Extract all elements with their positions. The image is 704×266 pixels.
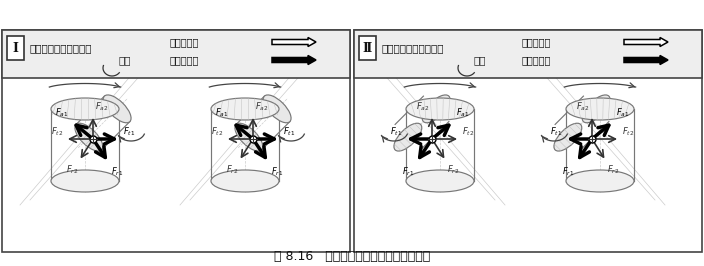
Text: 大齿轮被动: 大齿轮被动	[170, 55, 199, 65]
Text: $F_{r1}$: $F_{r1}$	[562, 165, 574, 177]
Text: $F_{t1}$: $F_{t1}$	[283, 126, 295, 138]
Ellipse shape	[235, 123, 263, 151]
Text: 小齿轮驱动: 小齿轮驱动	[522, 37, 551, 47]
Ellipse shape	[211, 170, 279, 192]
Text: $F_{r2}$: $F_{r2}$	[607, 163, 620, 176]
Text: Ⅱ: Ⅱ	[363, 41, 372, 55]
Ellipse shape	[51, 98, 119, 120]
Text: 驱动: 驱动	[474, 55, 486, 65]
Text: $F_{r1}$: $F_{r1}$	[111, 165, 123, 177]
Text: 右旋齿交错轴斜齿齿轮: 右旋齿交错轴斜齿齿轮	[30, 43, 92, 53]
Text: $F_{r1}$: $F_{r1}$	[402, 165, 414, 177]
Text: $F_{t2}$: $F_{t2}$	[210, 126, 223, 138]
Text: $F_{t2}$: $F_{t2}$	[462, 126, 474, 138]
Ellipse shape	[566, 98, 634, 120]
FancyArrow shape	[624, 38, 668, 47]
Ellipse shape	[554, 123, 582, 151]
Bar	[7, 36, 24, 60]
Ellipse shape	[422, 95, 450, 123]
Bar	[354, 30, 702, 252]
Ellipse shape	[211, 98, 279, 120]
Text: $F_{t1}$: $F_{t1}$	[390, 126, 402, 138]
Text: $F_{t2}$: $F_{t2}$	[51, 126, 63, 138]
Text: $F_{r2}$: $F_{r2}$	[65, 163, 78, 176]
Bar	[2, 30, 350, 252]
Ellipse shape	[566, 170, 634, 192]
Ellipse shape	[263, 95, 291, 123]
FancyArrow shape	[272, 56, 316, 64]
Ellipse shape	[406, 170, 474, 192]
Text: I: I	[13, 41, 18, 55]
Ellipse shape	[582, 95, 610, 123]
Text: 大齿轮被动: 大齿轮被动	[522, 55, 551, 65]
Text: 左旋齿交错轴斜齿齿轮: 左旋齿交错轴斜齿齿轮	[382, 43, 444, 53]
Text: $F_{a2}$: $F_{a2}$	[577, 101, 590, 113]
Text: $F_{t1}$: $F_{t1}$	[550, 126, 562, 138]
Ellipse shape	[51, 170, 119, 192]
Text: $F_{a2}$: $F_{a2}$	[417, 101, 430, 113]
Text: $F_{a2}$: $F_{a2}$	[255, 101, 268, 113]
Text: $F_{a1}$: $F_{a1}$	[215, 106, 229, 119]
Ellipse shape	[103, 95, 131, 123]
Bar	[359, 36, 376, 60]
Text: 小齿轮驱动: 小齿轮驱动	[170, 37, 199, 47]
Text: $F_{a2}$: $F_{a2}$	[95, 101, 108, 113]
Text: $F_{r1}$: $F_{r1}$	[271, 165, 283, 177]
Text: $F_{t2}$: $F_{t2}$	[622, 126, 634, 138]
Text: $F_{r2}$: $F_{r2}$	[447, 163, 460, 176]
Text: $F_{a1}$: $F_{a1}$	[56, 106, 69, 119]
Text: $F_{r2}$: $F_{r2}$	[225, 163, 238, 176]
Text: $F_{t1}$: $F_{t1}$	[123, 126, 135, 138]
FancyArrow shape	[624, 56, 668, 64]
Text: 驱动: 驱动	[119, 55, 131, 65]
Ellipse shape	[406, 98, 474, 120]
Text: $F_{a1}$: $F_{a1}$	[456, 106, 470, 119]
Bar	[354, 30, 702, 78]
Text: 图 8.16   交错轴斜齿齿轮的轮齿受力方向: 图 8.16 交错轴斜齿齿轮的轮齿受力方向	[274, 250, 430, 263]
FancyArrow shape	[272, 38, 316, 47]
Text: $F_{a1}$: $F_{a1}$	[616, 106, 629, 119]
Ellipse shape	[75, 123, 103, 151]
Ellipse shape	[394, 123, 422, 151]
Bar	[2, 30, 350, 78]
